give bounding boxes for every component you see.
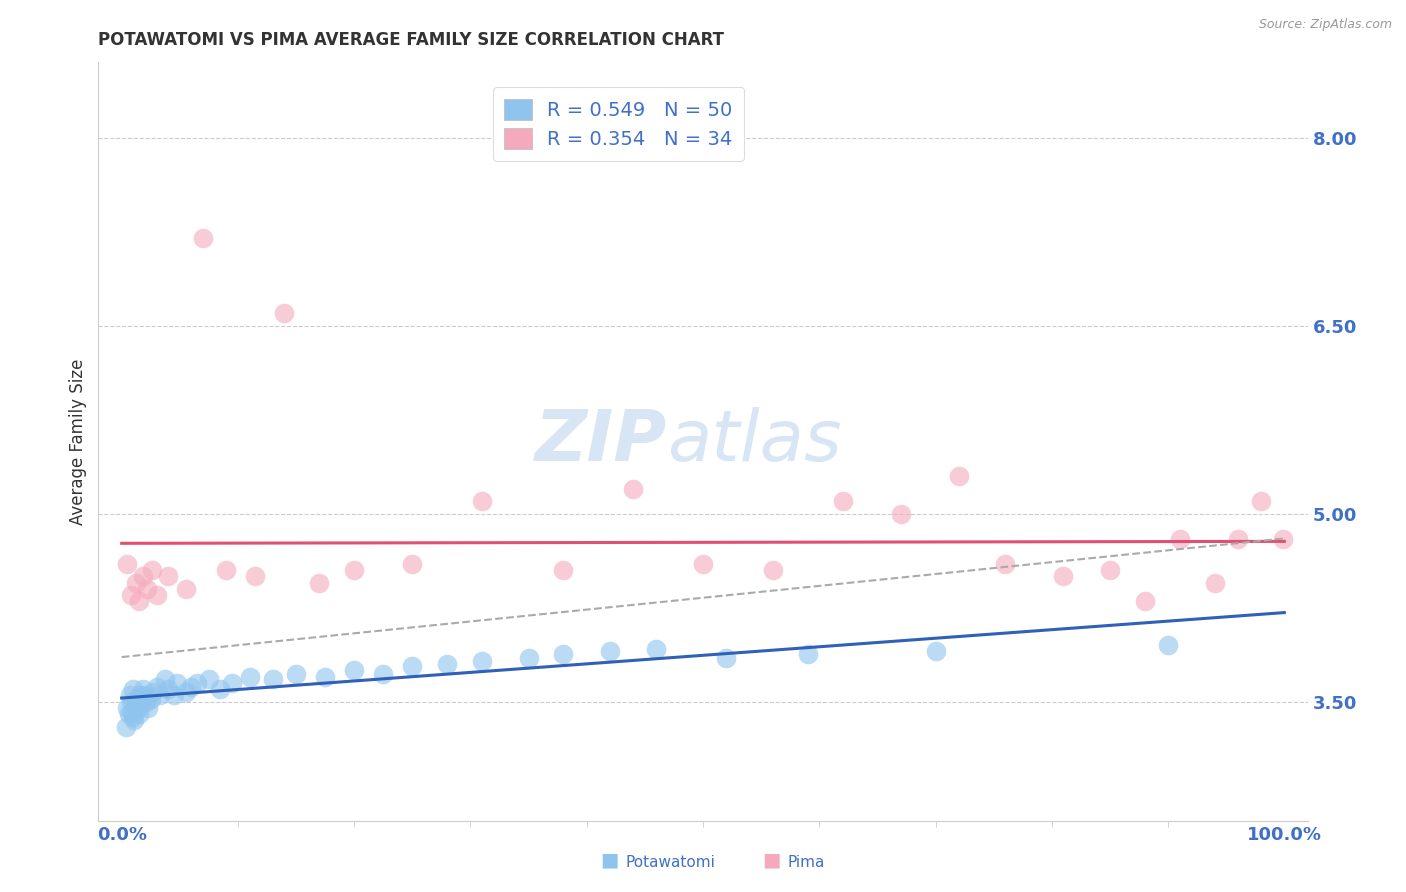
Point [924,644,946,658]
Text: Potawatomi: Potawatomi [626,855,716,870]
Text: atlas: atlas [666,407,841,476]
Point [1052,569,1074,583]
Point [163,689,186,703]
Point [138,701,160,715]
Point [343,663,366,677]
Point [1168,532,1191,546]
Point [186,675,208,690]
Point [118,689,141,703]
Point [1157,638,1180,652]
Point [117,557,139,571]
Point [145,680,167,694]
Point [124,575,146,590]
Point [471,494,494,508]
Point [1250,494,1272,508]
Point [128,707,150,722]
Point [174,684,197,698]
Point [1272,532,1295,546]
Point [145,588,167,602]
Text: Pima: Pima [787,855,825,870]
Point [471,655,494,669]
Point [131,681,153,696]
Point [716,650,738,665]
Point [139,692,162,706]
Point [136,582,159,596]
Point [553,563,575,577]
Point [553,647,575,661]
Point [1098,563,1121,577]
Point [245,569,267,583]
Point [215,563,238,577]
Point [285,667,308,681]
Point [948,469,970,483]
Point [117,701,139,715]
Point [343,563,366,577]
Point [796,647,818,661]
Point [262,672,284,686]
Point [131,697,153,711]
Text: Source: ZipAtlas.com: Source: ZipAtlas.com [1258,18,1392,31]
Point [120,588,142,602]
Point [174,582,197,596]
Point [273,306,295,320]
Point [142,684,165,698]
Point [645,642,668,657]
Point [308,575,330,590]
Point [115,720,138,734]
Point [124,697,146,711]
Point [621,482,644,496]
Point [131,569,153,583]
Point [124,714,146,728]
Point [129,689,152,703]
Point [153,672,176,686]
Point [141,563,163,577]
Point [149,689,172,703]
Point [128,594,150,608]
Text: ■: ■ [600,851,619,870]
Point [157,569,180,583]
Point [127,701,149,715]
Point [890,507,912,521]
Point [436,657,458,671]
Point [762,563,785,577]
Point [599,644,621,658]
Point [180,680,202,694]
Point [1226,532,1249,546]
Point [1204,575,1226,590]
Point [198,672,221,686]
Point [239,669,262,683]
Point [1133,594,1156,608]
Point [692,557,714,571]
Point [135,695,157,709]
Point [401,557,423,571]
Point [122,709,145,723]
Point [221,675,243,690]
Point [401,659,423,673]
Point [191,231,214,245]
Point [157,681,180,696]
Text: ■: ■ [762,851,780,870]
Point [120,695,142,709]
Point [517,650,540,665]
Y-axis label: Average Family Size: Average Family Size [69,359,87,524]
Point [134,689,156,703]
Point [122,681,145,696]
Legend: R = 0.549   N = 50, R = 0.354   N = 34: R = 0.549 N = 50, R = 0.354 N = 34 [492,87,744,161]
Point [118,707,141,722]
Point [209,681,232,696]
Point [831,494,853,508]
Point [373,667,395,681]
Point [994,557,1017,571]
Text: POTAWATOMI VS PIMA AVERAGE FAMILY SIZE CORRELATION CHART: POTAWATOMI VS PIMA AVERAGE FAMILY SIZE C… [98,31,724,49]
Point [125,692,148,706]
Point [166,675,188,690]
Point [121,705,143,719]
Point [314,669,336,683]
Text: ZIP: ZIP [534,407,666,476]
